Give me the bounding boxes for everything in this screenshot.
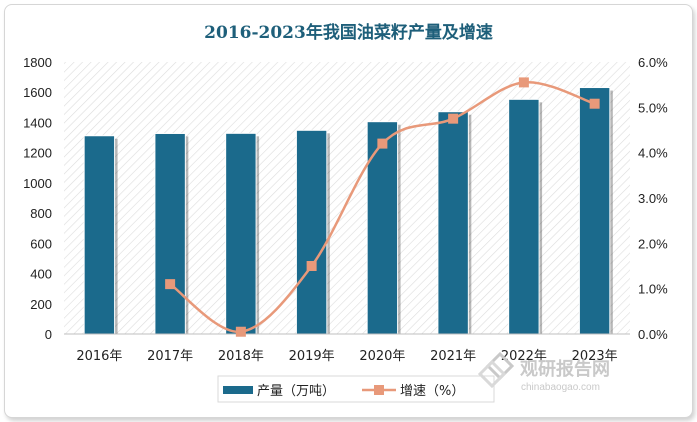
x-tick-label: 2019年 bbox=[289, 349, 335, 364]
legend-marker-swatch bbox=[374, 385, 384, 395]
bar bbox=[508, 98, 540, 335]
legend: 产量（万吨） 增速（%） bbox=[217, 375, 495, 403]
plot-area bbox=[64, 62, 630, 334]
legend-bar-swatch bbox=[223, 386, 253, 394]
bar bbox=[437, 111, 469, 335]
x-axis: 2016年 2017年 2018年 2019年 2020年 2021年 2022年 2023年 bbox=[76, 349, 617, 364]
y-right-tick-label: 2.0% bbox=[638, 236, 668, 251]
watermark-logo-icon bbox=[477, 351, 515, 389]
growth-marker bbox=[589, 98, 600, 109]
x-tick-label: 2018年 bbox=[218, 349, 264, 364]
y-right-tick-label: 0.0% bbox=[638, 327, 668, 342]
y-right-tick-label: 6.0% bbox=[638, 55, 668, 70]
y-left-tick-label: 800 bbox=[30, 206, 52, 221]
growth-marker bbox=[165, 279, 176, 290]
y-left-axis: 0 200 400 600 800 1000 1200 1400 1600 1800 bbox=[23, 55, 52, 342]
bar bbox=[578, 87, 611, 335]
bar bbox=[295, 129, 328, 335]
y-right-axis: 0.0% 1.0% 2.0% 3.0% 4.0% 5.0% 6.0% bbox=[638, 55, 668, 342]
x-tick-label: 2017年 bbox=[147, 349, 193, 364]
x-tick-label: 2021年 bbox=[430, 349, 476, 364]
legend-line-label: 增速（%） bbox=[400, 384, 464, 399]
growth-marker bbox=[377, 138, 388, 149]
bar bbox=[154, 132, 186, 335]
chart-title: 2016-2023年我国油菜籽产量及增速 bbox=[204, 23, 493, 43]
growth-marker bbox=[518, 77, 529, 88]
x-tick-label: 2022年 bbox=[501, 349, 547, 364]
y-right-tick-label: 1.0% bbox=[638, 282, 668, 297]
y-left-tick-label: 1000 bbox=[23, 176, 52, 191]
y-left-tick-label: 600 bbox=[30, 236, 52, 251]
growth-marker bbox=[235, 326, 246, 337]
y-right-tick-label: 4.0% bbox=[638, 146, 668, 161]
watermark-en: chinabaogao.com bbox=[521, 382, 600, 393]
y-left-tick-label: 200 bbox=[30, 297, 52, 312]
y-right-tick-label: 3.0% bbox=[638, 191, 668, 206]
x-tick-label: 2020年 bbox=[359, 349, 405, 364]
y-left-tick-label: 1800 bbox=[23, 55, 52, 70]
x-tick-label: 2016年 bbox=[76, 349, 122, 364]
bar-series bbox=[83, 87, 613, 335]
y-left-tick-label: 400 bbox=[30, 267, 52, 282]
x-tick-label: 2023年 bbox=[572, 349, 618, 364]
bar bbox=[366, 121, 399, 335]
growth-marker bbox=[448, 113, 459, 124]
watermark-cn: 观研报告网 bbox=[520, 358, 610, 380]
legend-box bbox=[217, 375, 495, 403]
y-left-tick-label: 1200 bbox=[23, 146, 52, 161]
growth-marker bbox=[306, 261, 317, 271]
growth-markers bbox=[165, 77, 600, 337]
bar bbox=[225, 132, 257, 335]
y-left-tick-label: 1600 bbox=[23, 85, 52, 100]
legend-bar-label: 产量（万吨） bbox=[257, 384, 335, 399]
y-left-tick-label: 0 bbox=[45, 327, 52, 342]
y-right-tick-label: 5.0% bbox=[638, 100, 668, 115]
watermark: 观研报告网 chinabaogao.com bbox=[477, 351, 610, 393]
y-left-tick-label: 1400 bbox=[23, 115, 52, 130]
bar bbox=[83, 135, 116, 335]
